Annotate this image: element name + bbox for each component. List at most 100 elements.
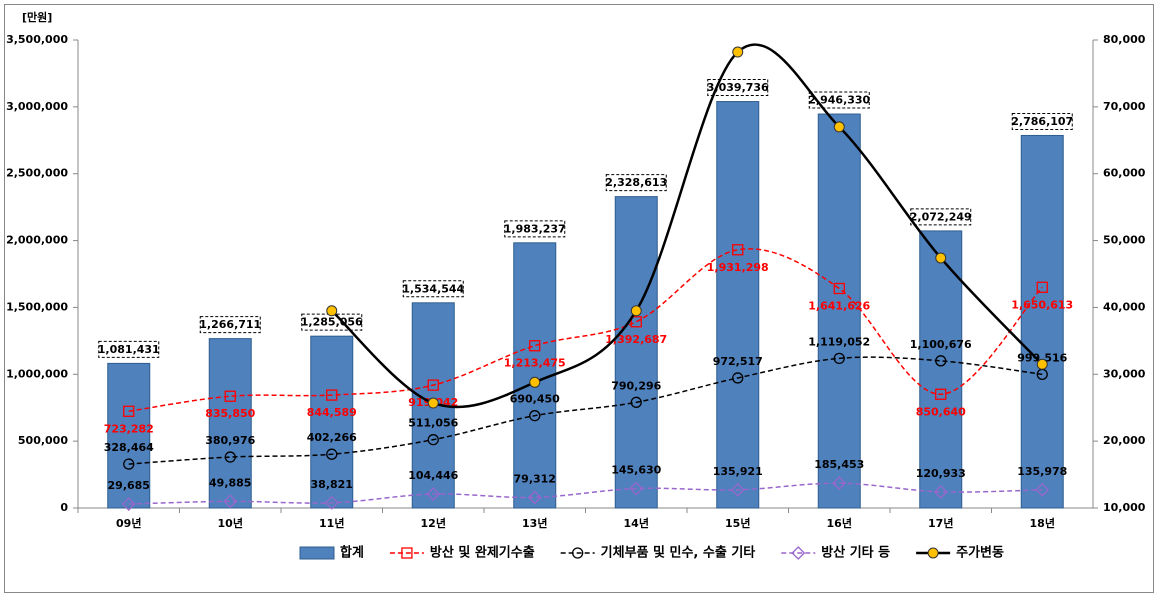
legend-item: 주가변동 (916, 546, 1004, 561)
marker (730, 482, 745, 497)
x-tick-label: 12년 (421, 516, 446, 530)
marker (833, 352, 845, 365)
data-label: 844,589 (307, 406, 357, 419)
data-label: 511,056 (408, 417, 458, 430)
bar-label: 1,266,711 (199, 318, 261, 331)
chart-border (4, 4, 1154, 593)
marker (426, 487, 441, 501)
legend-label: 주가변동 (956, 546, 1004, 561)
marker (935, 355, 947, 367)
bar (1020, 134, 1064, 509)
marker (224, 390, 236, 402)
data-label: 1,213,475 (504, 357, 566, 370)
bar-label: 2,072,249 (910, 210, 972, 223)
x-tick-label: 18년 (1030, 516, 1055, 530)
bar-label: 2,946,330 (808, 94, 870, 107)
bar-label-box (1011, 112, 1073, 130)
marker (833, 282, 845, 295)
x-tick-label: 14년 (624, 516, 649, 530)
data-label: 402,266 (307, 431, 357, 444)
bar-label-box (910, 208, 972, 226)
data-label: 328,464 (104, 441, 154, 454)
y-axis-label: [만원] (22, 10, 52, 24)
marker (529, 376, 541, 388)
bar-label-box (504, 220, 566, 238)
data-label: 29,685 (108, 479, 150, 492)
x-tick-label: 15년 (725, 516, 750, 530)
data-label: 185,453 (814, 458, 864, 471)
data-label: 1,931,298 (707, 261, 769, 274)
x-tick-label: 16년 (827, 516, 852, 530)
marker (732, 244, 744, 256)
marker (927, 547, 939, 559)
bar-label: 3,039,736 (707, 81, 769, 94)
y2-tick-label: 60,000 (1103, 167, 1146, 180)
bar-label: 1,081,431 (98, 343, 160, 356)
legend-swatch (299, 546, 335, 560)
marker (121, 497, 136, 511)
bar-label: 1,285,056 (301, 316, 363, 329)
marker (326, 448, 338, 460)
data-label: 1,650,613 (1011, 298, 1073, 311)
marker (732, 372, 744, 384)
marker (572, 547, 584, 559)
legend-item: 방산 및 완제기수출 (389, 545, 535, 561)
bar (614, 196, 658, 509)
marker (933, 484, 948, 499)
y-tick-label: 2,000,000 (6, 234, 68, 247)
series-line (128, 248, 1043, 413)
legend-item: 방산 기타 등 (781, 545, 890, 561)
y2-tick-label: 70,000 (1103, 100, 1146, 113)
marker (427, 434, 439, 446)
marker (224, 451, 236, 463)
marker (833, 121, 845, 133)
data-label: 145,630 (611, 464, 661, 477)
marker (123, 458, 135, 470)
marker (123, 405, 135, 417)
marker (527, 490, 542, 505)
marker (630, 396, 642, 408)
y-tick-label: 3,000,000 (6, 100, 68, 113)
data-label: 120,933 (916, 467, 966, 480)
y2-tick-label: 30,000 (1103, 367, 1146, 380)
marker (223, 494, 238, 509)
legend-label: 합계 (340, 545, 364, 561)
data-label: 135,978 (1017, 465, 1067, 478)
bar (310, 335, 354, 509)
y-tick-label: 2,500,000 (6, 167, 68, 180)
y-tick-label: 500,000 (18, 434, 68, 447)
series-line (128, 356, 1043, 465)
y-tick-label: 0 (60, 501, 68, 514)
y2-tick-label: 20,000 (1103, 434, 1146, 447)
marker (427, 379, 439, 391)
data-label: 999,516 (1017, 351, 1067, 364)
bar-label-box (98, 340, 160, 358)
y2-tick-label: 40,000 (1103, 300, 1146, 313)
data-label: 972,517 (713, 355, 763, 368)
bar (107, 362, 151, 509)
marker (401, 547, 413, 559)
bar-label-box (808, 91, 870, 109)
marker (1035, 482, 1050, 497)
y2-tick-label: 10,000 (1103, 501, 1146, 514)
marker (326, 305, 338, 317)
legend-label: 방산 기타 등 (821, 545, 890, 561)
data-label: 104,446 (408, 469, 458, 482)
marker (935, 388, 947, 400)
marker (732, 46, 744, 58)
y-tick-label: 1,500,000 (6, 300, 68, 313)
legend-label: 기체부품 및 민수, 수출 기타 (601, 545, 756, 561)
x-tick-label: 09년 (116, 516, 141, 530)
data-label: 723,282 (104, 422, 154, 435)
x-tick-label: 13년 (522, 516, 547, 530)
data-label: 790,296 (611, 379, 661, 392)
data-label: 690,450 (510, 393, 560, 406)
marker (630, 305, 642, 317)
data-label: 835,850 (205, 407, 255, 420)
marker (326, 389, 338, 401)
data-label: 1,392,687 (605, 333, 667, 346)
data-label: 38,821 (311, 478, 353, 491)
x-tick-label: 11년 (319, 516, 344, 530)
x-tick-label: 10년 (218, 516, 243, 530)
